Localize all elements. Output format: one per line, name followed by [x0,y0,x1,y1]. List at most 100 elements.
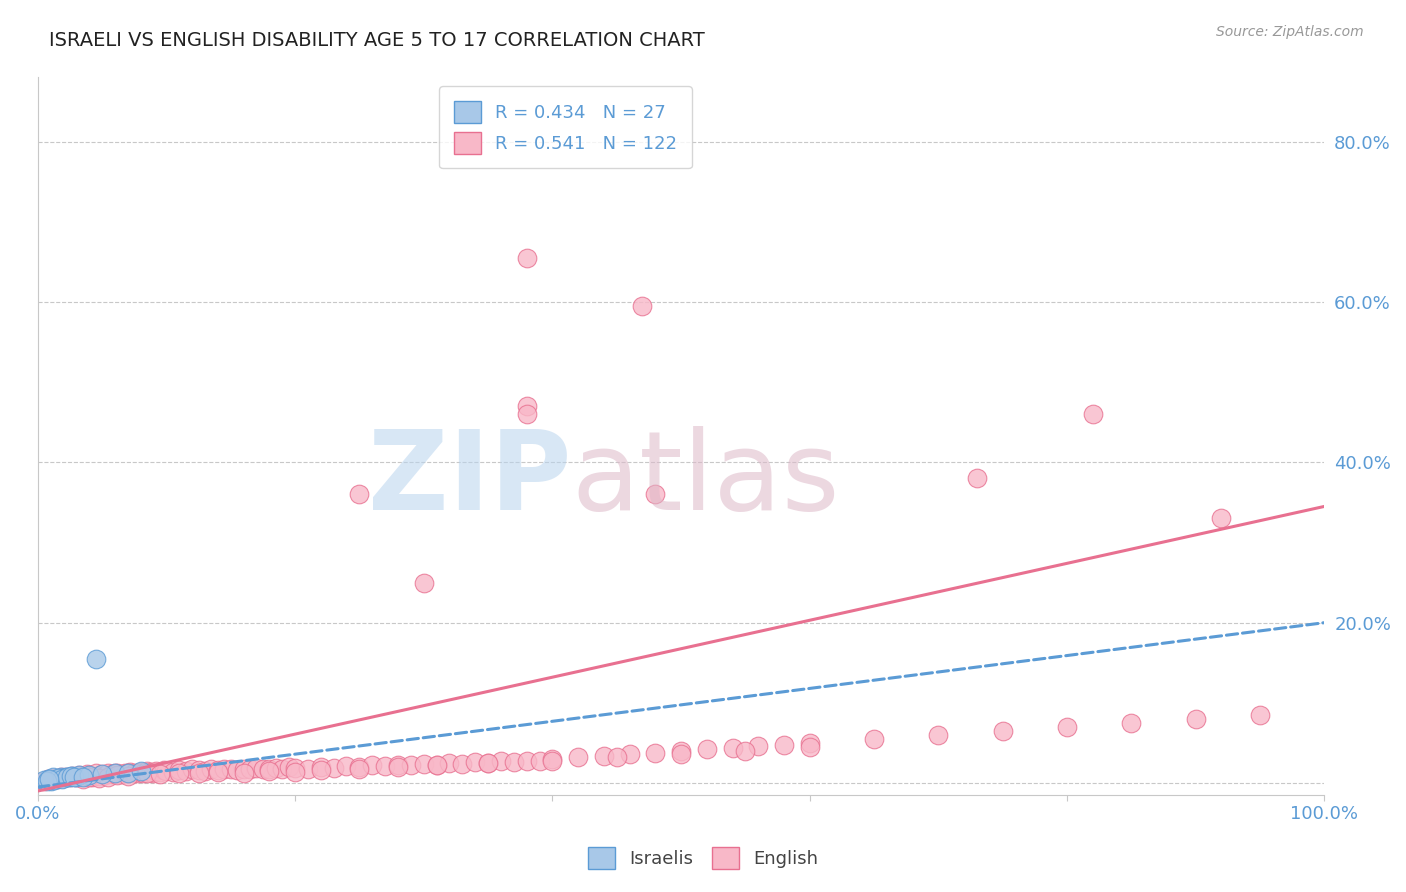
Point [516,251,538,265]
Point [606,750,628,764]
Point [67,768,90,782]
Point [592,748,614,763]
Point [56,770,79,784]
Point [52,771,75,785]
Point [439,756,461,770]
Point [114,765,136,780]
Point [65,770,87,784]
Point [37,772,59,786]
Point [84,652,107,666]
Point [567,750,589,764]
Point [214,762,236,776]
Point [38,772,60,786]
Point [145,764,167,778]
Point [264,761,287,775]
Point [77,771,100,785]
Point [541,752,564,766]
Point [37,772,59,786]
Point [1249,707,1271,722]
Text: ISRAELI VS ENGLISH DISABILITY AGE 5 TO 17 CORRELATION CHART: ISRAELI VS ENGLISH DISABILITY AGE 5 TO 1… [49,31,704,50]
Point [49,771,72,785]
Point [277,760,299,774]
Point [541,754,564,768]
Point [117,769,139,783]
Point [619,747,641,761]
Point [127,766,149,780]
Point [67,768,90,782]
Text: Source: ZipAtlas.com: Source: ZipAtlas.com [1216,25,1364,39]
Point [502,755,524,769]
Point [51,772,73,786]
Point [42,771,65,785]
Point [297,762,319,776]
Point [747,739,769,753]
Point [46,772,69,786]
Point [259,763,281,777]
Point [1121,715,1143,730]
Legend: Israelis, English: Israelis, English [579,838,827,879]
Point [322,761,344,775]
Point [55,770,77,784]
Point [76,767,98,781]
Point [89,769,111,783]
Point [44,772,66,787]
Text: ZIP: ZIP [368,425,572,533]
Point [399,758,422,772]
Point [187,766,209,780]
Point [167,763,190,777]
Point [60,769,83,783]
Point [412,575,434,590]
Point [107,766,129,780]
Point [387,757,409,772]
Point [55,770,77,784]
Point [129,764,152,779]
Point [32,773,55,788]
Point [46,772,69,786]
Point [529,755,551,769]
Point [200,763,222,777]
Point [149,764,172,779]
Point [174,764,197,778]
Point [335,759,357,773]
Point [991,723,1014,738]
Point [374,759,396,773]
Point [284,764,307,779]
Point [696,742,718,756]
Point [152,763,174,777]
Point [232,765,254,780]
Point [59,771,82,785]
Point [1211,511,1233,525]
Point [107,768,129,782]
Point [80,770,103,784]
Point [239,763,262,777]
Point [42,770,65,784]
Point [62,769,84,783]
Point [271,762,294,776]
Point [49,771,72,785]
Point [927,728,949,742]
Point [167,765,190,780]
Point [129,764,152,778]
Point [412,756,434,771]
Point [120,764,142,779]
Point [863,731,886,746]
Point [132,765,155,780]
Point [72,772,94,786]
Point [309,760,332,774]
Point [39,772,62,787]
Point [284,761,307,775]
Point [91,767,114,781]
Point [97,766,120,780]
Point [46,771,69,785]
Point [426,758,449,772]
Point [477,756,499,770]
Point [93,768,115,782]
Point [1056,720,1078,734]
Point [387,760,409,774]
Point [516,407,538,421]
Point [721,740,744,755]
Point [207,764,229,779]
Point [226,763,249,777]
Point [136,766,159,780]
Point [97,770,120,784]
